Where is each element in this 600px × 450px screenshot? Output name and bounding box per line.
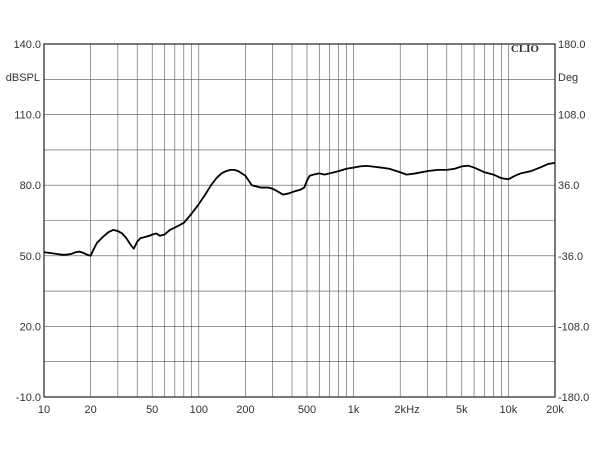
- curve-layer: [43, 161, 556, 257]
- left-tick-label: -10.0: [16, 392, 41, 404]
- x-tick-label: 2k: [394, 404, 406, 416]
- left-tick-label: 80.0: [20, 180, 41, 192]
- spl-curve: [43, 161, 556, 257]
- right-axis-unit: Deg: [558, 72, 578, 84]
- right-tick-label: 108.0: [558, 110, 586, 122]
- x-tick-label: 1k: [348, 404, 360, 416]
- right-tick-label: 36.0: [558, 180, 579, 192]
- right-tick-label: -36.0: [558, 251, 583, 263]
- x-tick-label: 50: [146, 404, 158, 416]
- left-tick-label: 140.0: [13, 39, 41, 51]
- x-axis-unit: Hz: [406, 404, 419, 416]
- brand-label: CLIO: [511, 43, 540, 55]
- x-tick-label: 500: [298, 404, 316, 416]
- right-tick-label: 180.0: [558, 39, 586, 51]
- x-tick-label: 20: [84, 404, 96, 416]
- x-tick-labels: 10 20 50 100 200 500 1k 2k 5k 10k 20k: [38, 404, 564, 416]
- left-tick-label: 110.0: [14, 110, 41, 122]
- x-tick-label: 100: [190, 404, 208, 416]
- left-axis-unit: dBSPL: [6, 72, 40, 84]
- right-tick-label: -108.0: [558, 321, 589, 333]
- x-tick-label: 10k: [500, 404, 518, 416]
- x-tick-label: 5k: [456, 404, 468, 416]
- x-tick-label: 10: [38, 404, 50, 416]
- x-tick-label: 200: [236, 404, 254, 416]
- right-tick-labels: 180.0 108.0 36.0 -36.0 -108.0 -180.0: [558, 39, 589, 404]
- left-tick-label: 50.0: [20, 251, 41, 263]
- plot-frame: [43, 43, 556, 398]
- grid-layer: [44, 44, 555, 397]
- right-tick-label: -180.0: [558, 392, 589, 404]
- x-tick-label: 20k: [546, 404, 564, 416]
- left-tick-label: 20.0: [20, 321, 41, 333]
- left-tick-labels: 140.0 110.0 80.0 50.0 20.0 -10.0: [13, 39, 41, 404]
